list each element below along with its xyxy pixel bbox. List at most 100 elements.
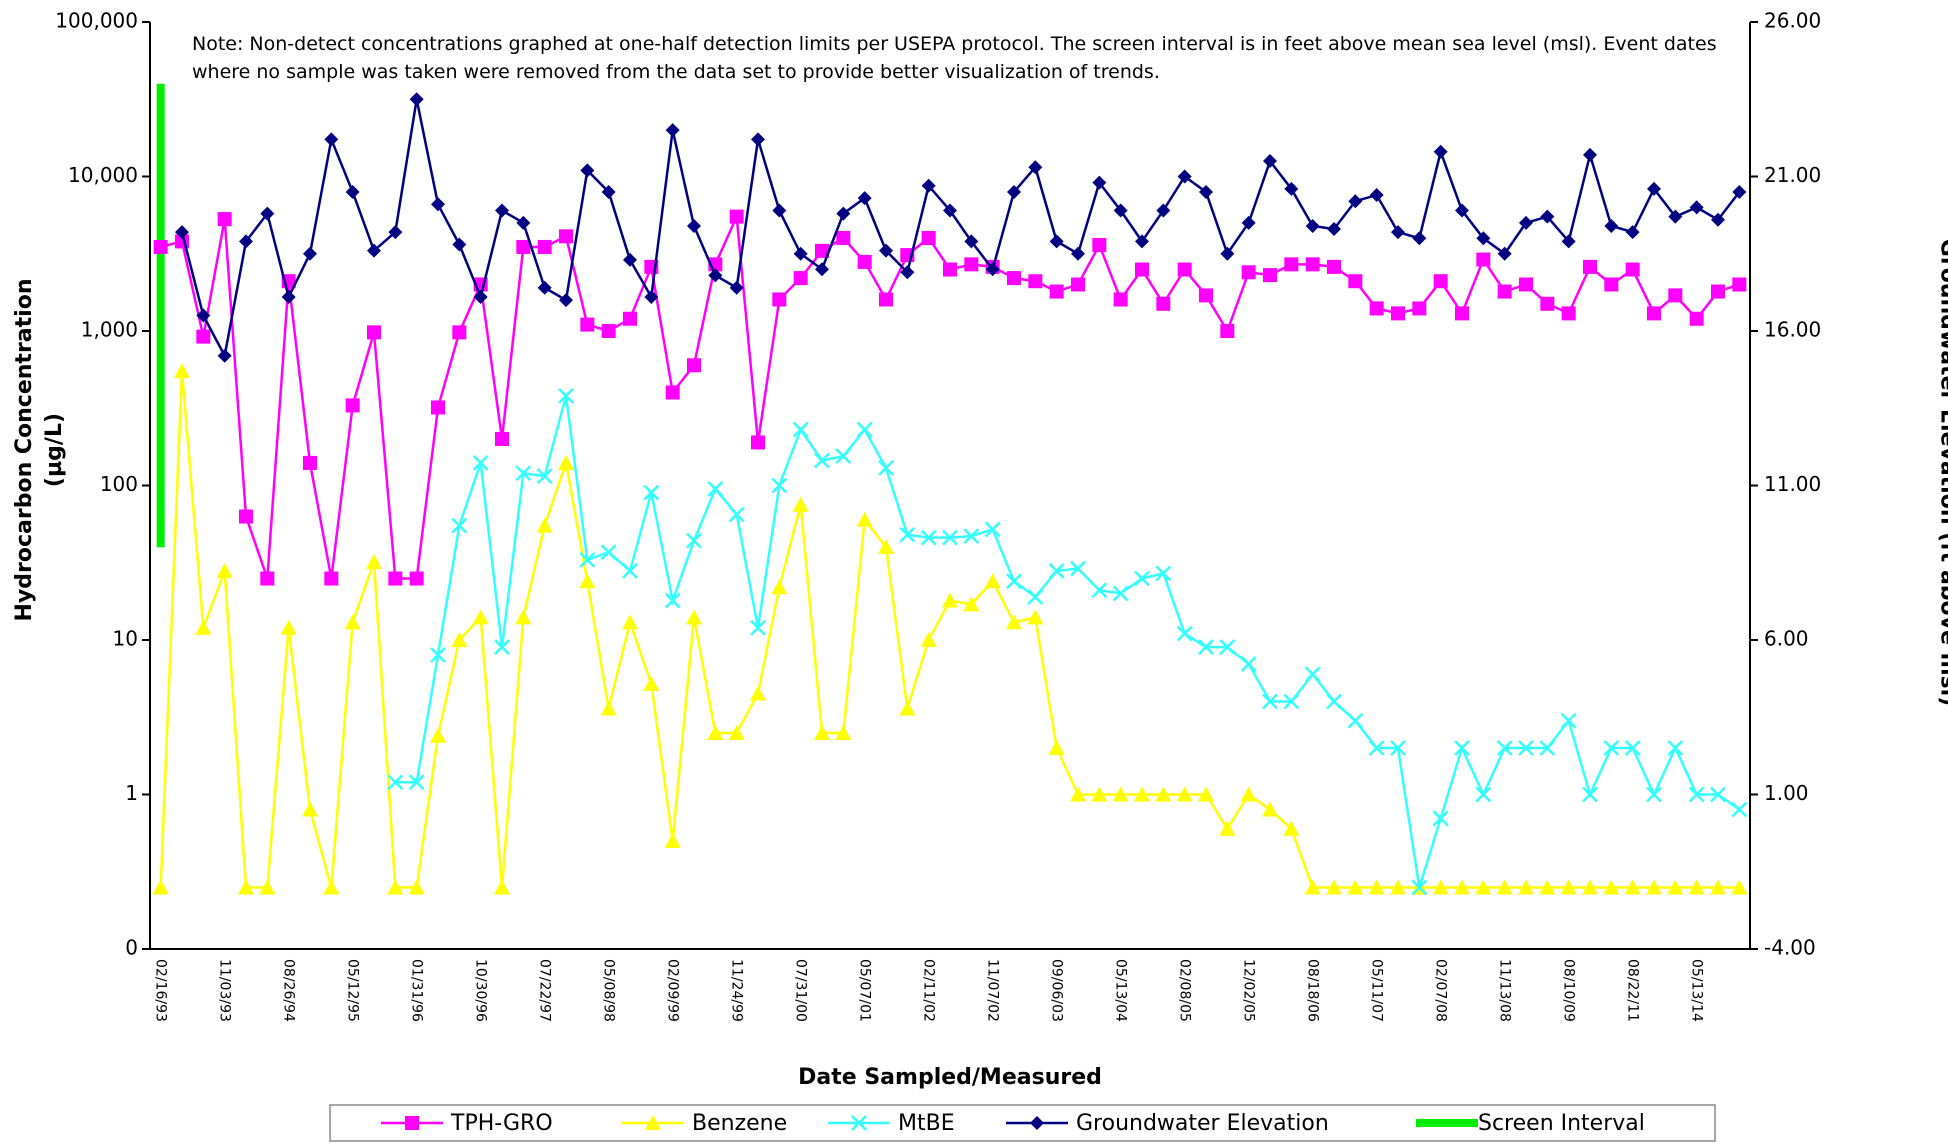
data-point: [1283, 820, 1300, 836]
data-point: [1731, 801, 1748, 818]
data-point: [942, 592, 958, 608]
data-point: [793, 246, 808, 261]
data-point: [1711, 284, 1725, 299]
x-tick-label: 05/08/98: [601, 959, 617, 1022]
data-point: [1368, 879, 1385, 895]
data-point: [430, 647, 446, 663]
x-tick-label: 05/11/07: [1369, 959, 1385, 1022]
data-point: [1476, 231, 1491, 246]
data-point: [1688, 879, 1705, 895]
data-point: [1369, 301, 1384, 316]
data-point: [686, 532, 702, 549]
data-point: [899, 526, 916, 543]
data-point: [1305, 257, 1320, 272]
data-point: [1112, 585, 1129, 602]
data-point: [280, 619, 297, 635]
data-point: [921, 230, 936, 245]
data-point: [920, 632, 937, 647]
data-point: [772, 203, 787, 218]
data-point: [878, 538, 894, 554]
data-point: [1219, 639, 1236, 655]
y-tick-label: 100: [100, 472, 138, 496]
data-point: [1262, 801, 1278, 817]
data-point: [751, 132, 765, 147]
data-point: [1711, 212, 1725, 227]
data-point: [1112, 786, 1129, 802]
data-point: [515, 465, 532, 482]
x-tick-label: 11/07/02: [985, 959, 1001, 1022]
data-point: [1496, 740, 1513, 756]
legend-label: MtBE: [898, 1111, 955, 1136]
data-point: [1390, 740, 1406, 756]
data-point: [1113, 292, 1128, 307]
data-point: [1007, 184, 1021, 199]
data-point: [1006, 614, 1022, 630]
data-point: [344, 614, 361, 630]
data-point: [494, 879, 510, 895]
data-point: [431, 197, 445, 212]
data-point: [1412, 301, 1427, 316]
data-point: [836, 206, 851, 221]
data-point: [1540, 296, 1555, 311]
data-point: [302, 801, 318, 817]
data-point: [1070, 786, 1086, 802]
data-point: [942, 529, 958, 546]
data-point: [1582, 879, 1598, 895]
data-point: [153, 239, 168, 254]
legend-label: Groundwater Elevation: [1076, 1111, 1329, 1136]
data-point: [1348, 274, 1363, 289]
data-point: [1369, 188, 1384, 203]
data-point: [409, 571, 424, 586]
data-point: [1646, 786, 1662, 803]
data-point: [1028, 160, 1043, 175]
data-point: [388, 225, 403, 240]
data-point: [1391, 306, 1405, 321]
y2-tick-label: 26.00: [1764, 9, 1821, 33]
x-tick-label: 10/30/96: [473, 959, 489, 1022]
data-point: [878, 460, 894, 476]
data-point: [1710, 786, 1726, 803]
data-point: [771, 477, 788, 494]
data-point: [1071, 246, 1085, 261]
data-point: [196, 329, 211, 344]
data-point: [260, 206, 275, 221]
data-point: [1327, 222, 1341, 237]
data-point: [622, 563, 638, 579]
data-point: [1199, 288, 1213, 303]
data-point: [1134, 786, 1150, 802]
y-axis-title: Hydrocarbon Concentration (µg/L): [12, 278, 67, 622]
data-point: [1625, 262, 1640, 277]
data-point: [1241, 265, 1256, 280]
data-point: [1091, 786, 1108, 802]
data-point: [1455, 306, 1469, 321]
x-tick-label: 12/02/05: [1241, 959, 1257, 1022]
data-point: [579, 573, 596, 589]
legend-label: TPH-GRO: [450, 1111, 553, 1136]
data-point: [1688, 786, 1705, 803]
data-point: [1220, 324, 1235, 338]
data-point: [1283, 693, 1300, 710]
data-point: [1135, 262, 1149, 277]
data-point: [1539, 879, 1556, 895]
data-point: [1732, 184, 1747, 199]
data-point: [920, 529, 937, 546]
data-point: [1027, 609, 1044, 625]
data-point: [1027, 589, 1044, 605]
data-point: [708, 268, 723, 283]
data-point: [1092, 238, 1107, 253]
x-tick-label: 11/03/93: [217, 959, 233, 1022]
x-tick-label: 08/26/94: [281, 959, 297, 1022]
data-point: [1476, 252, 1491, 267]
data-point: [1603, 879, 1620, 895]
data-point: [750, 685, 766, 701]
data-point: [1284, 181, 1299, 196]
data-point: [1710, 879, 1726, 895]
data-point: [729, 280, 744, 295]
y2-tick-label: 11.00: [1764, 472, 1821, 496]
data-point: [1327, 259, 1341, 274]
data-point: [1518, 740, 1534, 756]
data-point: [964, 257, 979, 272]
series-line: [159, 371, 1740, 889]
data-point: [1732, 277, 1747, 292]
